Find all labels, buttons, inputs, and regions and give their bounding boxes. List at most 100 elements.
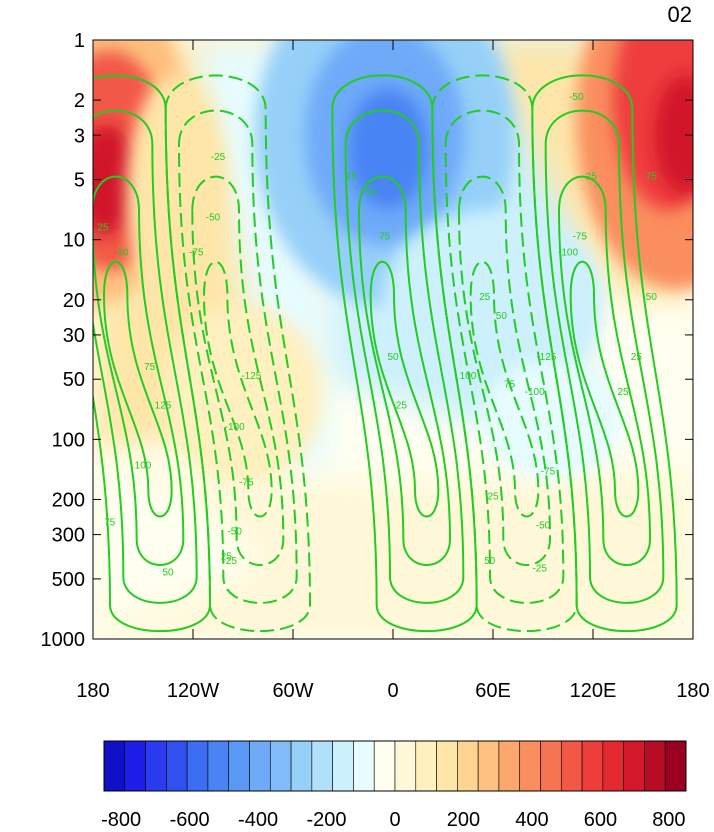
contour-label: 75 [379, 232, 391, 243]
colorbar: -800 -600 -400 -200 0 200 400 600 800 [101, 740, 687, 831]
y-tick-label: 20 [63, 290, 85, 312]
colorbar-frame [103, 740, 687, 792]
y-tick-label: 10 [63, 230, 85, 252]
contour-label: 25 [617, 387, 629, 398]
x-tick-label: 180 [76, 680, 109, 702]
contour-label: 100 [135, 461, 152, 472]
colorbar-box [353, 740, 375, 792]
colorbar-box [103, 740, 126, 792]
y-tick-label: 2 [74, 90, 85, 112]
x-tick-label: 180 [676, 680, 709, 702]
colorbar-box [186, 740, 209, 792]
colorbar-tick-label: -800 [101, 809, 141, 831]
colorbar-box [332, 740, 354, 792]
colorbar-tick-label: 200 [447, 809, 480, 831]
colorbar-tick-label: -400 [238, 809, 278, 831]
y-tick-label: 30 [63, 325, 85, 347]
contour-label: 100 [460, 371, 477, 382]
colorbar-box [436, 740, 458, 792]
contour-label: -75 [572, 232, 587, 243]
contour-line [202, 261, 273, 518]
colorbar-box [415, 740, 437, 792]
contour-label: 50 [496, 311, 508, 322]
y-tick-label: 500 [52, 569, 85, 591]
contour-line [557, 175, 652, 566]
colorbar-box [644, 740, 666, 792]
contour-line [344, 109, 465, 604]
y-tick-label: 1000 [41, 629, 86, 651]
contour-label: -100 [225, 422, 245, 433]
colorbar-box [166, 740, 188, 792]
y-tick-label: 50 [63, 369, 85, 391]
contour-line [102, 261, 173, 518]
contour-line [164, 74, 312, 633]
colorbar-tick-label: 0 [389, 809, 400, 831]
contour-label: 25 [396, 400, 408, 411]
contour-label: 25 [487, 491, 499, 502]
colorbar-box [394, 740, 417, 792]
contour-label: -100 [525, 387, 545, 398]
colorbar-box [602, 740, 624, 792]
contour-label: -25 [532, 564, 547, 575]
x-tick-label: 60E [475, 680, 511, 702]
contour-label: 75 [646, 172, 658, 183]
colorbar-box [373, 740, 396, 792]
colorbar-box [290, 740, 313, 792]
colorbar-box [124, 740, 146, 792]
contour-label: -25 [211, 152, 226, 163]
x-axis: 180 120W 60W 0 60E 120E 180 [76, 40, 710, 702]
colorbar-box [664, 740, 687, 792]
colorbar-box [477, 740, 500, 792]
contour-label: -50 [569, 92, 584, 103]
contour-label: 25 [97, 223, 109, 234]
y-tick-label: 1 [74, 30, 85, 52]
colorbar-tick-label: 400 [515, 809, 548, 831]
contour-label: -75 [239, 477, 254, 488]
colorbar-tick-label: -200 [307, 809, 347, 831]
contour-label: -125 [536, 352, 556, 363]
colorbar-box [228, 740, 250, 792]
contour-line [544, 109, 665, 604]
contour-label: 25 [479, 292, 491, 303]
y-axis: 1 2 3 5 10 20 30 50 100 200 300 500 1000 [41, 30, 693, 651]
x-tick-label: 0 [387, 680, 398, 702]
y-tick-label: 200 [52, 489, 85, 511]
colorbar-box [249, 740, 271, 792]
contour-lines [93, 74, 678, 633]
panel-label: 02 [668, 2, 692, 27]
y-tick-label: 3 [74, 125, 85, 147]
x-tick-label: 120E [570, 680, 617, 702]
contour-label: 25 [221, 552, 233, 563]
contour-label: 75 [144, 362, 156, 373]
contour-line [431, 74, 578, 633]
contour-label: 50 [117, 247, 129, 258]
colorbar-box [269, 740, 292, 792]
colorbar-tick-label: 800 [652, 809, 685, 831]
contour-label: -125 [241, 371, 261, 382]
contour-labels: 255075125100755025-25-50-75-125-100-75-5… [97, 92, 657, 578]
contour-line [93, 74, 212, 633]
x-tick-label: 120W [167, 680, 219, 702]
contour-line [469, 261, 540, 518]
colorbar-box [145, 740, 167, 792]
contour-label: 50 [387, 352, 399, 363]
colorbar-box [581, 740, 604, 792]
contour-line [191, 175, 285, 566]
contour-label: -100 [558, 247, 578, 258]
colorbar-box [207, 740, 230, 792]
y-tick-label: 300 [52, 525, 85, 547]
colorbar-box [540, 740, 562, 792]
contour-line [569, 261, 640, 518]
contour-line [177, 109, 298, 604]
contour-label: 25 [346, 172, 358, 183]
contour-label: 25 [631, 352, 643, 363]
contour-label: -25 [222, 556, 237, 567]
shade-band-4 [93, 460, 693, 639]
contour-line [357, 175, 452, 566]
contour-label: -50 [536, 521, 551, 532]
contour-label: -75 [189, 247, 204, 258]
plot-area: 255075125100755025-25-50-75-125-100-75-5… [93, 40, 693, 639]
contour-label: -50 [206, 212, 221, 223]
contour-label: 50 [162, 567, 174, 578]
contour-label: 75 [504, 379, 516, 390]
